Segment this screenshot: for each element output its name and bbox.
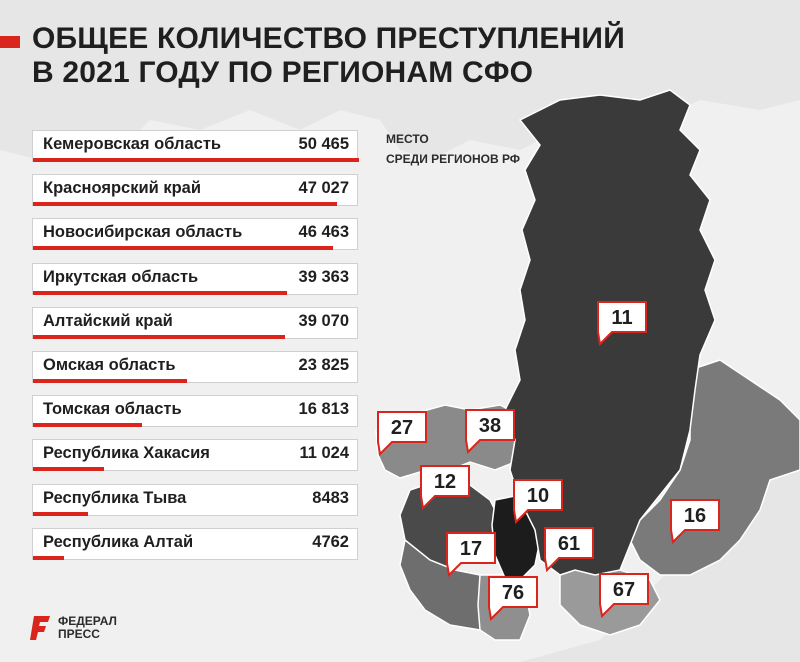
bar-row: Иркутская область 39 363: [32, 262, 358, 295]
bar-row: Кемеровская область 50 465: [32, 130, 359, 162]
region-name: Красноярский край: [43, 179, 201, 198]
chart-title: ОБЩЕЕ КОЛИЧЕСТВО ПРЕСТУПЛЕНИЙ В 2021 ГОД…: [32, 22, 625, 90]
publisher-logo: ФЕДЕРАЛ ПРЕСС: [30, 612, 160, 646]
rank-label: 16: [684, 505, 706, 527]
region-name: Томская область: [43, 400, 182, 419]
bar-row: Томская область 16 813: [32, 395, 358, 428]
rank-marker: 61: [544, 527, 594, 573]
rank-label: 67: [613, 579, 635, 601]
rank-legend-note: МЕСТО СРЕДИ РЕГИОНОВ РФ: [386, 129, 520, 169]
crime-count: 47 027: [298, 179, 349, 198]
crime-count: 11 024: [299, 444, 349, 463]
rank-marker: 10: [513, 479, 563, 525]
bar-row: Республика Тыва 8483: [32, 483, 358, 516]
bar-row: Алтайский край 39 070: [32, 306, 358, 339]
region-name: Республика Тыва: [43, 488, 187, 507]
logo-line: ПРЕСС: [58, 627, 100, 641]
rank-label: 11: [611, 307, 632, 329]
crime-count: 39 363: [298, 267, 349, 286]
region-name: Алтайский край: [43, 311, 173, 330]
rank-marker: 17: [446, 532, 496, 578]
crime-count: 16 813: [298, 400, 349, 419]
bar-row: Красноярский край 47 027: [32, 174, 358, 207]
rank-note-line: МЕСТО: [386, 132, 429, 146]
rank-label: 38: [479, 415, 501, 437]
region-name: Омская область: [43, 356, 176, 374]
title-accent-mark: [0, 36, 20, 48]
value-bar: [33, 423, 142, 428]
rank-label: 61: [558, 533, 580, 555]
crime-count: 4762: [312, 532, 349, 551]
value-bar: [33, 290, 287, 295]
crime-count: 50 465: [298, 135, 349, 153]
value-bar: [33, 379, 187, 383]
value-bar: [33, 467, 104, 472]
rank-marker: 76: [488, 576, 538, 622]
rank-marker: 16: [670, 499, 720, 545]
region-name: Кемеровская область: [43, 135, 222, 153]
crime-count: 23 825: [298, 356, 349, 374]
logo-line: ФЕДЕРАЛ: [58, 614, 117, 628]
crime-count: 39 070: [298, 311, 349, 330]
rank-marker: 27: [377, 411, 427, 457]
value-bar: [33, 158, 359, 162]
region-name: Новосибирская область: [43, 223, 243, 242]
rank-label: 17: [460, 538, 482, 560]
rank-label: 27: [391, 417, 413, 439]
region-name: Иркутская область: [43, 267, 199, 286]
region-name: Республика Алтай: [43, 532, 194, 551]
fedpress-logo-icon: [30, 616, 50, 640]
title-line: В 2021 ГОДУ ПО РЕГИОНАМ СФО: [32, 56, 534, 89]
rank-label: 10: [527, 485, 549, 507]
value-bar: [33, 334, 285, 339]
rank-marker: 11: [597, 301, 647, 347]
value-bar: [33, 246, 333, 251]
bar-row: Республика Хакасия 11 024: [32, 439, 358, 472]
bar-row: Омская область 23 825: [32, 351, 358, 383]
rank-label: 12: [434, 471, 456, 493]
rank-label: 76: [502, 582, 524, 604]
crime-count: 46 463: [298, 223, 349, 242]
bar-row: Республика Алтай 4762: [32, 527, 358, 560]
rank-note-line: СРЕДИ РЕГИОНОВ РФ: [386, 152, 521, 166]
rank-marker: 67: [599, 573, 649, 619]
region-name: Республика Хакасия: [43, 444, 210, 463]
title-line: ОБЩЕЕ КОЛИЧЕСТВО ПРЕСТУПЛЕНИЙ: [32, 22, 625, 55]
bar-row: Новосибирская область 46 463: [32, 218, 358, 251]
value-bar: [33, 202, 337, 207]
value-bar: [33, 555, 64, 560]
value-bar: [33, 511, 88, 516]
crime-count: 8483: [312, 488, 349, 507]
rank-marker: 12: [420, 465, 470, 511]
logo-text: ФЕДЕРАЛ ПРЕСС: [58, 615, 117, 641]
rank-marker: 38: [465, 409, 515, 455]
